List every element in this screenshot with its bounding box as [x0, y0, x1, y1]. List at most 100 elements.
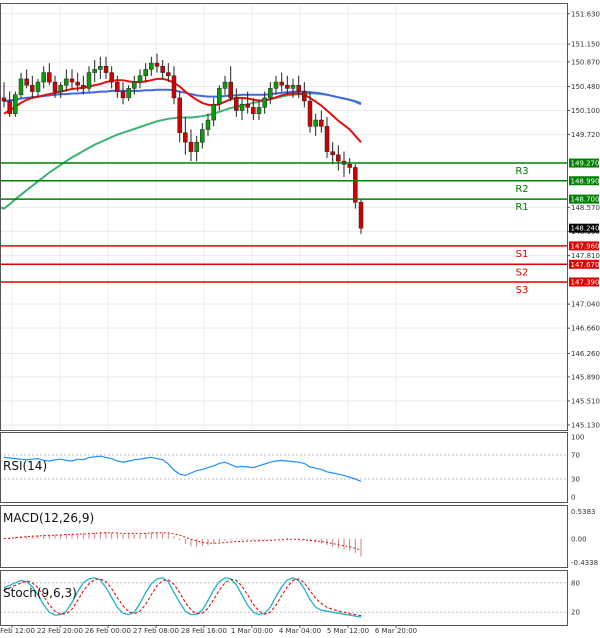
price-tag-label: 149.270: [571, 160, 600, 168]
candle-body: [98, 66, 103, 70]
price-tick-label: 145.510: [571, 397, 600, 405]
time-tick-label: 6 Mar 20:00: [375, 627, 417, 635]
price-tick-label: 151.630: [571, 10, 600, 18]
price-tag-label: 148.990: [571, 177, 600, 185]
candle-body: [160, 66, 165, 73]
candle-body: [222, 81, 228, 89]
time-tick-label: 5 Mar 12:00: [327, 627, 369, 635]
level-label-s3: S3: [516, 285, 529, 296]
time-tick-label: 28 Feb 16:00: [181, 627, 227, 635]
level-label-s1: S1: [516, 249, 529, 260]
rsi-tick-label: 30: [571, 476, 580, 484]
macd-label: MACD(12,26,9): [3, 511, 94, 525]
candle-body: [268, 88, 273, 99]
candle-body: [200, 129, 205, 143]
price-tick-label: 147.810: [571, 252, 600, 260]
candle-body: [166, 72, 171, 76]
rsi-label: RSI(14): [3, 459, 47, 473]
price-tick-label: 150.480: [571, 83, 600, 91]
candle-body: [234, 97, 239, 111]
candle-body: [324, 126, 330, 152]
candle-body: [120, 91, 126, 99]
rsi-tick-label: 0: [571, 494, 575, 502]
price-tick-label: 149.720: [571, 131, 600, 139]
candle-body: [13, 94, 18, 114]
rsi-tick-label: 100: [571, 434, 584, 442]
candle-body: [239, 103, 245, 111]
candle-body: [58, 84, 63, 92]
stoch-d-line: [3, 578, 362, 617]
price-tag: [569, 259, 599, 269]
candle-body: [18, 78, 24, 95]
candle-body: [313, 119, 318, 127]
panel-frame: [0, 570, 568, 626]
rsi-line: [3, 455, 362, 482]
candle-body: [132, 81, 137, 89]
time-tick-label: 22 Feb 20:00: [37, 627, 83, 635]
rsi-tick-label: 70: [571, 452, 580, 460]
candle-body: [279, 81, 284, 86]
macd-tick-label: -0.4338: [571, 559, 598, 567]
candle-body: [154, 62, 160, 67]
candle-body: [256, 107, 262, 114]
panel-frame: [0, 432, 568, 503]
candle-body: [143, 69, 148, 76]
macd-panel: MACD(12,26,9) 0.5383 0.00 -0.4338: [3, 508, 598, 567]
panel-frame: [0, 3, 568, 431]
candle-body: [205, 119, 211, 130]
macd-tick-label: 0.5383: [571, 508, 596, 516]
price-tick-label: 150.100: [571, 107, 600, 115]
panel-frames: [0, 3, 568, 626]
candle-body: [347, 164, 352, 168]
stoch-panel: Stoch(9,6,3) 80 20: [0, 577, 580, 618]
price-tag-label: 147.960: [571, 242, 600, 250]
candle-body: [358, 202, 364, 229]
candle-body: [262, 97, 267, 108]
candle-body: [35, 81, 41, 92]
candle-body: [296, 84, 301, 92]
candle-body: [109, 72, 114, 83]
macd-tick-label: 0.00: [571, 535, 587, 543]
price-tag-label: 147.390: [571, 278, 600, 286]
candle-body: [302, 91, 307, 102]
price-tick-label: 145.890: [571, 373, 600, 381]
rsi-panel: RSI(14) 100 70 30 0: [0, 434, 584, 502]
candle-body: [177, 97, 182, 133]
time-tick-label: 26 Feb 00:00: [85, 627, 131, 635]
candle-body: [103, 66, 109, 73]
support-resistance-levels: R3 R2 R1 S1 S2 S3: [0, 162, 567, 296]
candle-body: [245, 103, 250, 108]
candlesticks: [1, 53, 364, 234]
candle-body: [217, 88, 222, 105]
price-tick-label: 147.040: [571, 301, 600, 309]
candle-body: [52, 81, 58, 92]
candle-body: [149, 62, 154, 70]
candle-body: [273, 81, 279, 89]
candle-body: [319, 119, 324, 127]
price-tick-label: 145.130: [571, 421, 600, 429]
stoch-k-line: [3, 577, 362, 618]
price-tag-label: 148.700: [571, 196, 600, 204]
candle-body: [290, 84, 296, 89]
candle-body: [30, 84, 35, 92]
candle-body: [69, 78, 75, 83]
price-tag: [569, 176, 599, 186]
candle-body: [330, 151, 335, 156]
candle-body: [183, 132, 188, 143]
candle-body: [211, 103, 216, 121]
price-tick-label: 146.260: [571, 350, 600, 358]
price-tick-label: 150.870: [571, 58, 600, 66]
stoch-tick-label: 20: [571, 609, 580, 617]
level-label-r3: R3: [515, 166, 528, 177]
candle-body: [353, 167, 358, 203]
candle-body: [336, 154, 341, 162]
stoch-tick-label: 80: [571, 579, 580, 587]
candle-body: [24, 78, 29, 86]
time-tick-label: 22 Feb 12:00: [0, 627, 35, 635]
candle-body: [92, 69, 97, 73]
candle-body: [64, 78, 69, 86]
price-tick-label: 151.150: [571, 41, 600, 49]
candle-body: [188, 141, 194, 152]
candle-body: [194, 141, 199, 152]
